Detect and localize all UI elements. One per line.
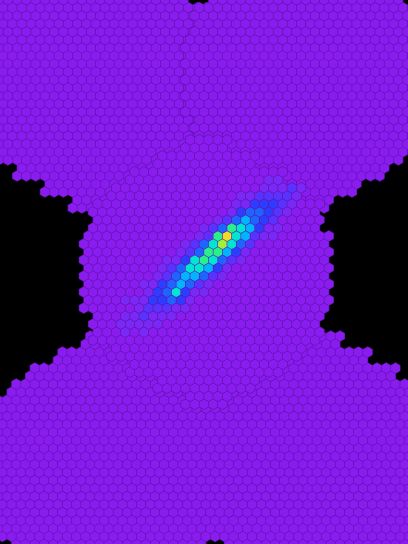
hex-pixel — [129, 166, 140, 178]
neighbor-hex-pixel — [404, 451, 408, 462]
neighbor-hex-pixel — [404, 435, 408, 446]
hex-pixel — [194, 133, 205, 146]
neighbor-hex-pixel — [194, 1, 205, 14]
hex-pixel — [305, 198, 316, 210]
neighbor-camera-top-right — [180, 0, 408, 214]
hex-pixel — [277, 166, 288, 178]
hex-pixel — [323, 230, 334, 242]
hex-pixel — [259, 166, 270, 178]
neighbor-hex-pixel — [344, 346, 355, 358]
hex-pixel — [212, 133, 223, 146]
neighbor-hex-pixel — [404, 467, 408, 478]
neighbor-hex-pixel — [381, 362, 392, 374]
neighbor-hex-pixel — [404, 531, 408, 542]
hex-pixel — [92, 198, 103, 210]
hex-pixel — [249, 149, 260, 162]
hex-pixel — [296, 182, 307, 194]
neighbor-hex-pixel — [57, 346, 68, 358]
hex-pixel — [314, 198, 325, 210]
hex-pixel — [138, 166, 149, 178]
neighbor-camera-top-left — [0, 0, 222, 214]
camera-pixels — [78, 133, 334, 411]
neighbor-hex-pixel — [178, 0, 189, 6]
hex-pixel — [203, 133, 214, 146]
hex-pixel — [185, 133, 196, 146]
hex-pixel — [166, 149, 177, 162]
neighbor-hex-pixel — [66, 346, 77, 358]
hex-pixel — [231, 149, 242, 162]
neighbor-hex-pixel — [29, 362, 40, 374]
neighbor-hex-pixel — [393, 0, 404, 6]
neighbor-hex-pixel — [325, 330, 336, 342]
neighbor-hex-pixel — [404, 483, 408, 494]
neighbor-hex-pixel — [404, 499, 408, 510]
hex-pixel — [157, 149, 168, 162]
neighbor-hex-pixel — [390, 362, 401, 374]
neighbor-hex-pixel — [353, 346, 364, 358]
neighbor-hex-pixel — [11, 378, 22, 390]
hex-pixel — [240, 149, 251, 162]
hex-pixel — [222, 133, 233, 146]
neighbor-hex-pixel — [38, 362, 50, 374]
neighbor-hex-pixel — [362, 346, 373, 358]
neighbor-hex-pixel — [371, 362, 383, 374]
hex-pixel — [111, 182, 122, 194]
neighbor-hex-pixel — [404, 403, 408, 414]
neighbor-hex-pixel — [404, 387, 408, 398]
hex-pixel — [268, 166, 279, 178]
neighbor-hex-pixel — [334, 330, 346, 342]
neighbor-camera-bottom-right — [191, 330, 408, 544]
neighbor-hex-pixel — [399, 378, 408, 390]
neighbor-hex-pixel — [404, 515, 408, 526]
neighbor-hex-pixel — [404, 419, 408, 430]
hex-pixel — [286, 182, 297, 194]
